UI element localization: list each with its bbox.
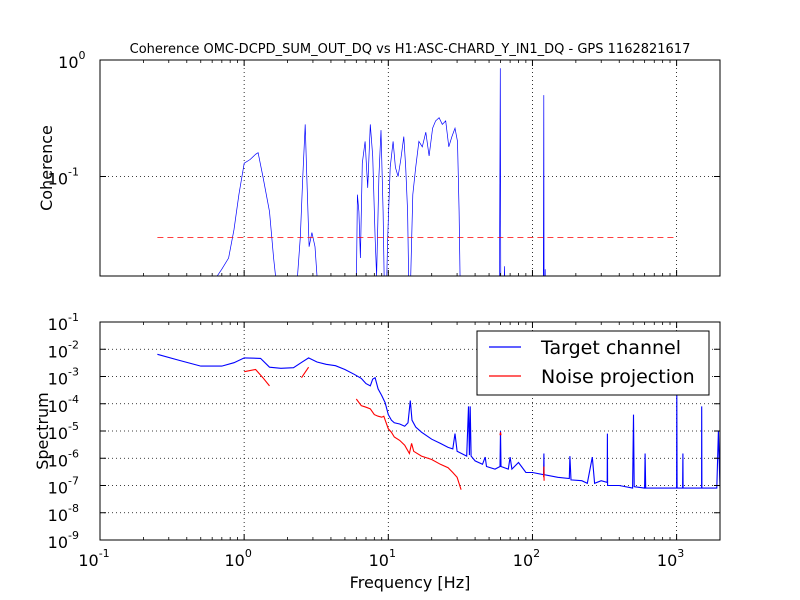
spectrum-ytick-label: 10-7 [48,475,79,498]
spectrum-xtick-label: 100 [224,547,251,570]
coherence-series-line-0 [216,68,546,276]
coherence-series [157,68,677,276]
legend-box [476,330,710,396]
legend-label-projection: Noise projection [541,366,695,388]
spectrum-ytick-label: 10-1 [48,311,79,334]
legend-label-target: Target channel [540,337,681,359]
spectrum-xlabel: Frequency [Hz] [350,573,471,592]
spectrum-panel: 10-9 10-8 10-7 10-6 10-5 10-4 10-3 10-2 10-1 10-1… [33,311,721,592]
spectrum-series-line-1 [499,432,502,436]
spectrum-ytick-label: 10-6 [48,447,79,470]
spectrum-series-line-0 [157,353,720,489]
coherence-plot-area [100,60,720,276]
spectrum-ytick-label: 10-4 [48,393,79,416]
coherence-title: Coherence OMC-DCPD_SUM_OUT_DQ vs H1:ASC-… [130,42,691,57]
spectrum-series-line-1 [355,398,462,490]
spectrum-ytick-label: 10-9 [48,529,79,552]
spectrum-ytick-label: 10-8 [48,502,79,525]
coherence-ytick-label: 100 [58,49,85,72]
spectrum-ytick-label: 10-5 [48,420,79,443]
spectrum-legend: Target channel Noise projection [476,330,710,396]
spectrum-ylabel: Spectrum [33,392,52,470]
spectrum-series-line-1 [244,368,270,387]
spectrum-series-line-1 [543,466,545,481]
coherence-grid [100,60,720,276]
spectrum-ytick-label: 10-3 [48,366,79,389]
spectrum-xtick-label: 102 [513,547,540,570]
spectrum-xtick-label: 101 [369,547,396,570]
coherence-frame [99,59,721,277]
spectrum-xtick-label: 10-1 [78,547,109,570]
spectrum-series [157,353,720,490]
spectrum-series-line-1 [301,366,310,379]
spectrum-ytick-label: 10-2 [48,338,79,361]
spectrum-xtick-label: 103 [657,547,684,570]
coherence-ylabel: Coherence [37,125,56,211]
